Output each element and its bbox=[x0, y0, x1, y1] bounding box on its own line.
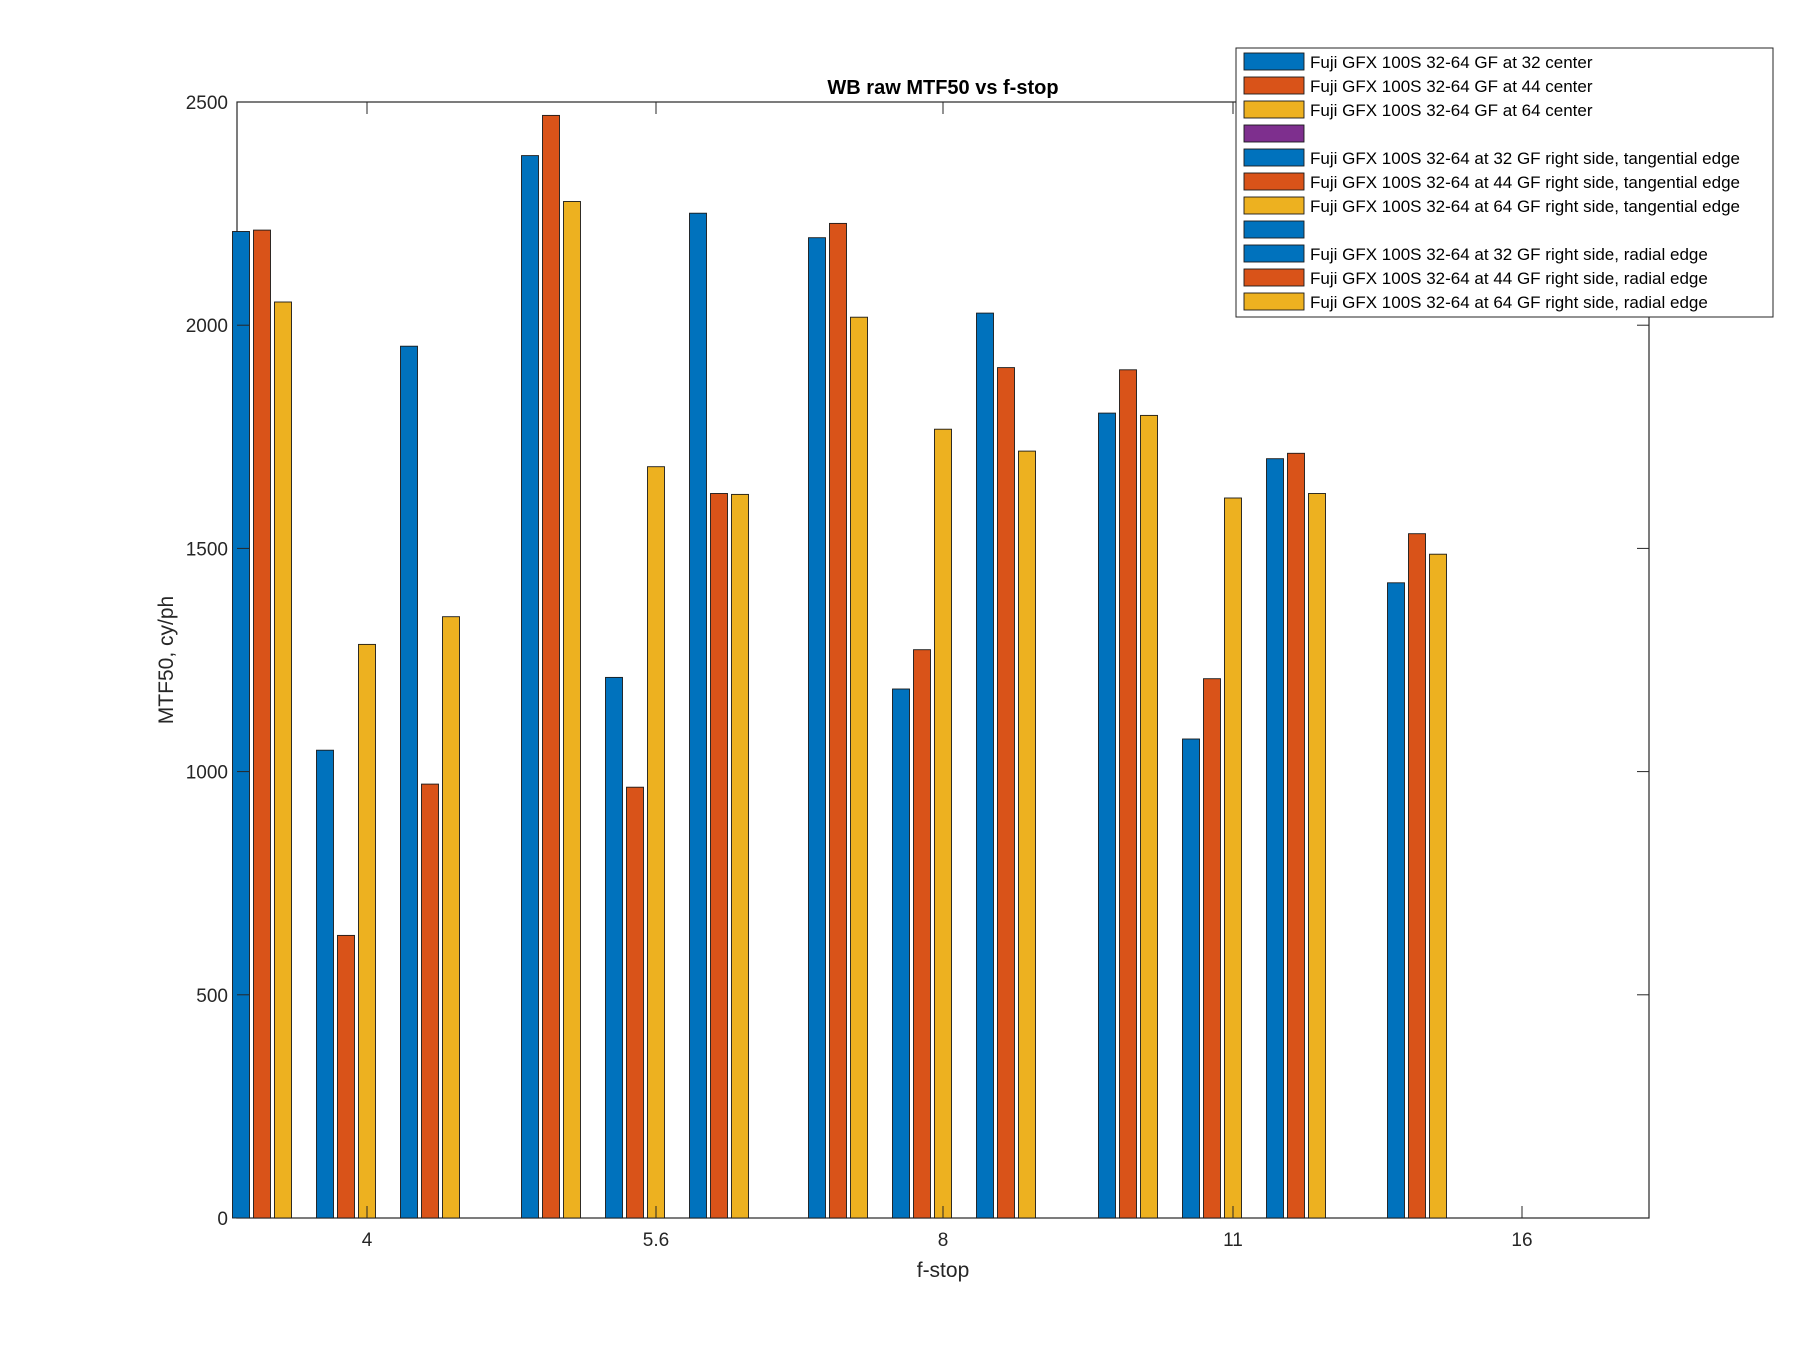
y-tick-label-0: 0 bbox=[217, 1209, 228, 1230]
chart-title: WB raw MTF50 vs f-stop bbox=[827, 77, 1058, 99]
legend-label-11: Fuji GFX 100S 32-64 at 64 GF right side,… bbox=[1310, 293, 1708, 312]
legend-label-5: Fuji GFX 100S 32-64 at 32 GF right side,… bbox=[1310, 149, 1740, 168]
legend-swatch-10 bbox=[1243, 268, 1305, 287]
y-axis-label: MTF50, cy/ph bbox=[155, 596, 178, 724]
bar-5_6-center-series-a bbox=[521, 155, 539, 1219]
legend-swatch-8 bbox=[1243, 220, 1305, 239]
legend-swatch-2 bbox=[1243, 76, 1305, 95]
bar-5_6-radial-series-a bbox=[689, 212, 707, 1219]
bar-5_6-center-series-c bbox=[563, 201, 581, 1219]
bar-4-center-series-b bbox=[253, 229, 271, 1219]
bar-11-tangential-series-a bbox=[1182, 738, 1200, 1219]
x-tick-label-4: 4 bbox=[362, 1230, 373, 1251]
bar-4-tangential-series-a bbox=[316, 749, 334, 1219]
bar-8-tangential-series-a bbox=[892, 688, 910, 1219]
bar-11-tangential-series-c bbox=[1224, 497, 1242, 1219]
legend-label-7: Fuji GFX 100S 32-64 at 64 GF right side,… bbox=[1310, 197, 1740, 216]
bar-8-tangential-series-c bbox=[934, 428, 952, 1219]
legend-label-10: Fuji GFX 100S 32-64 at 44 GF right side,… bbox=[1310, 269, 1708, 288]
x-tick-label-16: 16 bbox=[1511, 1230, 1532, 1251]
y-tick-label-1000: 1000 bbox=[186, 763, 228, 784]
bar-11-center-2-series-c bbox=[1308, 493, 1326, 1219]
legend-label-1: Fuji GFX 100S 32-64 GF at 32 center bbox=[1310, 53, 1593, 72]
x-tick-label-11: 11 bbox=[1223, 1230, 1243, 1251]
bar-16-center-series-a bbox=[1387, 582, 1405, 1219]
bar-4-radial-series-a bbox=[400, 345, 418, 1219]
legend-swatch-1 bbox=[1243, 52, 1305, 71]
bar-5_6-radial-series-c bbox=[731, 493, 749, 1219]
legend-label-9: Fuji GFX 100S 32-64 at 32 GF right side,… bbox=[1310, 245, 1708, 264]
bar-8-center-2-series-b bbox=[997, 367, 1015, 1219]
bar-16-center-series-c bbox=[1429, 553, 1447, 1219]
legend-swatch-9 bbox=[1243, 244, 1305, 263]
bar-4-radial-series-b bbox=[421, 783, 439, 1219]
legend-label-2: Fuji GFX 100S 32-64 GF at 44 center bbox=[1310, 77, 1593, 96]
bar-8-center-2-series-a bbox=[976, 312, 994, 1219]
bar-11-tangential-series-b bbox=[1203, 678, 1221, 1219]
legend-items: Fuji GFX 100S 32-64 GF at 32 center Fuji … bbox=[1243, 52, 1740, 312]
bar-5_6-tangential-series-c bbox=[647, 466, 665, 1219]
legend-box bbox=[1235, 47, 1774, 318]
bar-5_6-radial-series-b bbox=[710, 493, 728, 1219]
legend-swatch-3 bbox=[1243, 100, 1305, 119]
x-tick-label-5_6: 5.6 bbox=[643, 1230, 669, 1251]
legend-swatch-6 bbox=[1243, 172, 1305, 191]
bar-8-center-2-series-c bbox=[1018, 450, 1036, 1219]
bar-11-center-series-a bbox=[1098, 412, 1116, 1219]
legend-swatch-5 bbox=[1243, 148, 1305, 167]
axes-layer: 0 500 1000 1500 2000 2500 4 5.6 8 11 16 bbox=[186, 93, 1649, 1251]
legend-label-6: Fuji GFX 100S 32-64 at 44 GF right side,… bbox=[1310, 173, 1740, 192]
legend: Fuji GFX 100S 32-64 GF at 32 center Fuji … bbox=[1235, 47, 1774, 318]
legend-swatch-4 bbox=[1243, 124, 1305, 143]
x-axis-label: f-stop bbox=[917, 1259, 970, 1282]
bar-4-center-series-c bbox=[274, 301, 292, 1219]
bar-11-center-series-c bbox=[1140, 414, 1158, 1219]
legend-label-3: Fuji GFX 100S 32-64 GF at 64 center bbox=[1310, 101, 1593, 120]
bar-11-center-series-b bbox=[1119, 369, 1137, 1219]
x-tick-label-8: 8 bbox=[938, 1230, 949, 1251]
bar-5_6-tangential-series-a bbox=[605, 676, 623, 1219]
legend-swatch-11 bbox=[1243, 292, 1305, 311]
bar-4-radial-series-c bbox=[442, 616, 460, 1219]
bar-16-center-series-b bbox=[1408, 533, 1426, 1219]
bar-4-tangential-series-b bbox=[337, 934, 355, 1219]
bar-5_6-center-series-b bbox=[542, 114, 560, 1219]
bar-4-tangential-series-c bbox=[358, 643, 376, 1219]
legend-swatch-7 bbox=[1243, 196, 1305, 215]
y-tick-label-1500: 1500 bbox=[186, 539, 228, 560]
bar-5_6-tangential-series-b bbox=[626, 786, 644, 1219]
bar-4-center-series-a bbox=[232, 231, 250, 1219]
bar-8-center-series-c bbox=[850, 316, 868, 1219]
y-tick-label-2000: 2000 bbox=[186, 316, 228, 337]
bars-layer bbox=[232, 114, 1447, 1219]
y-tick-label-2500: 2500 bbox=[186, 93, 228, 114]
bar-11-center-2-series-a bbox=[1266, 458, 1284, 1219]
bar-11-center-2-series-b bbox=[1287, 452, 1305, 1219]
bar-8-center-series-a bbox=[808, 237, 826, 1219]
y-tick-label-500: 500 bbox=[196, 986, 228, 1007]
bar-8-tangential-series-b bbox=[913, 649, 931, 1219]
bar-8-center-series-b bbox=[829, 222, 847, 1219]
